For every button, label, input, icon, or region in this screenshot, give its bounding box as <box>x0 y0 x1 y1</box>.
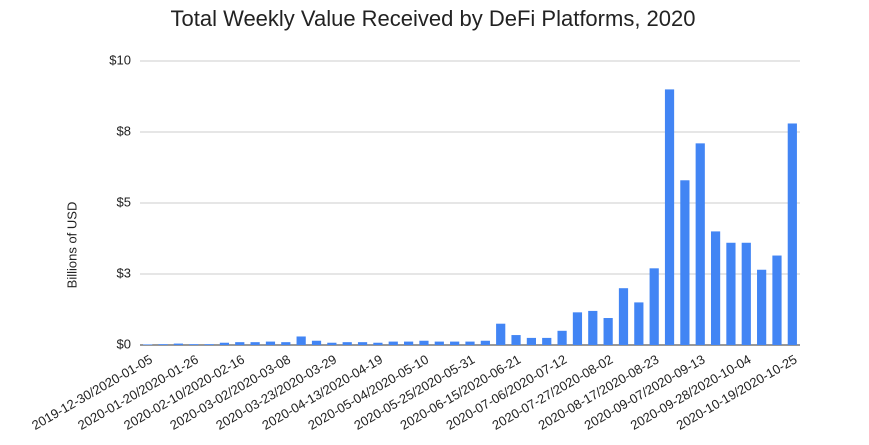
bar <box>465 341 475 345</box>
bar <box>373 342 383 345</box>
bar <box>726 242 736 345</box>
bar <box>143 344 153 345</box>
bar <box>634 302 644 345</box>
bar <box>787 123 797 345</box>
bar <box>189 344 199 345</box>
bar <box>526 337 536 345</box>
bar <box>664 89 675 346</box>
bar <box>496 323 506 345</box>
bar <box>357 342 368 345</box>
bar <box>649 268 659 345</box>
bar <box>281 342 291 345</box>
bar <box>557 330 567 345</box>
bar <box>710 231 721 345</box>
bar <box>757 269 767 345</box>
bar <box>327 342 337 345</box>
y-tick-label: $10 <box>109 52 131 67</box>
chart-title: Total Weekly Value Received by DeFi Plat… <box>171 6 696 31</box>
bar <box>434 341 444 345</box>
y-tick-label: $5 <box>117 194 131 209</box>
bar <box>419 340 429 345</box>
y-tick-label: $0 <box>117 336 131 351</box>
bar <box>450 341 460 345</box>
bar <box>342 342 352 345</box>
bar <box>511 335 521 345</box>
y-axis-label: Billions of USD <box>64 202 79 289</box>
bar <box>235 342 245 345</box>
bar <box>695 143 705 345</box>
bar <box>618 288 629 345</box>
bar <box>542 337 552 345</box>
bar <box>603 318 613 345</box>
bar <box>772 255 782 345</box>
bar <box>311 340 322 345</box>
bar <box>219 342 230 345</box>
bar <box>404 341 414 345</box>
bar <box>680 180 690 345</box>
y-tick-label: $8 <box>117 123 131 138</box>
bar <box>204 344 214 345</box>
bar <box>741 242 751 345</box>
bar <box>296 336 306 345</box>
bar <box>265 341 276 345</box>
bar <box>480 340 490 345</box>
bar <box>158 344 168 345</box>
bar <box>572 312 583 345</box>
bar <box>388 341 398 345</box>
bar <box>173 343 183 345</box>
bar <box>588 310 598 345</box>
bar <box>250 342 260 345</box>
y-tick-label: $3 <box>117 265 131 280</box>
